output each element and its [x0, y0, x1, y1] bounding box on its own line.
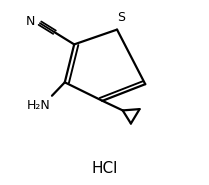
Text: N: N — [26, 15, 35, 28]
Text: HCl: HCl — [91, 161, 118, 176]
Text: S: S — [117, 11, 125, 24]
Text: H₂N: H₂N — [27, 99, 51, 112]
